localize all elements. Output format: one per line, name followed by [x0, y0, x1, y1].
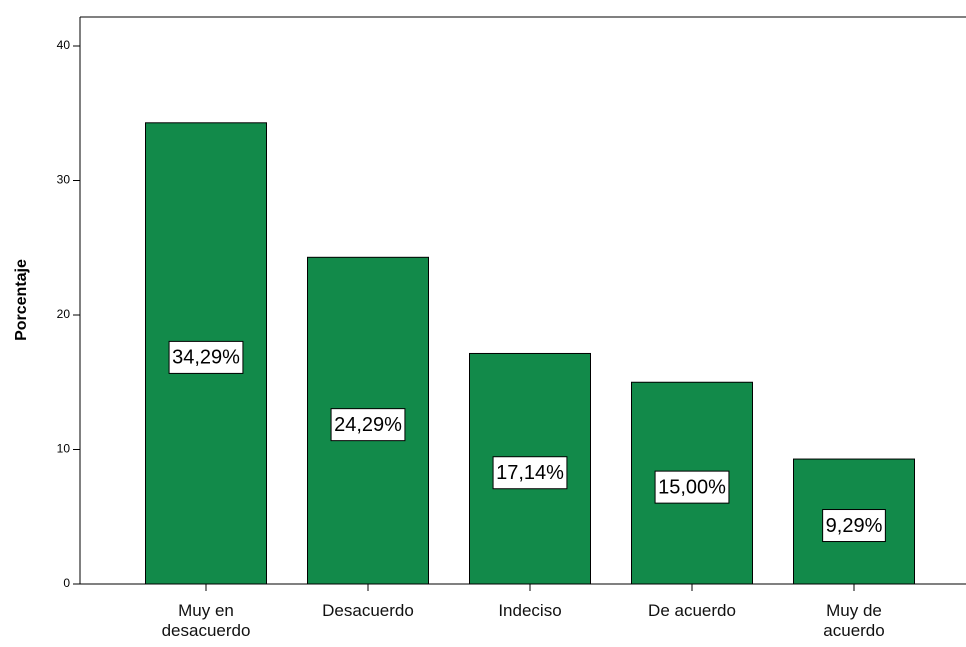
- x-tick-label: Indeciso: [498, 601, 562, 620]
- y-tick-label: 10: [57, 442, 71, 456]
- value-label: 9,29%: [826, 515, 883, 537]
- value-label: 24,29%: [334, 414, 402, 436]
- value-label: 34,29%: [172, 347, 240, 369]
- y-axis-label: Porcentaje: [13, 259, 30, 341]
- value-label-box: [168, 340, 244, 374]
- value-label-box: [654, 470, 730, 504]
- value-label: 17,14%: [496, 462, 564, 484]
- value-label: 15,00%: [658, 476, 726, 498]
- x-tick-label: Desacuerdo: [322, 601, 414, 620]
- x-tick-label: Muy de acuerdo: [823, 601, 885, 640]
- y-tick-label: 40: [57, 38, 71, 52]
- value-label-box: [330, 408, 406, 442]
- y-tick-label: 0: [63, 576, 70, 590]
- x-tick-label: Muy en desacuerdo: [161, 601, 251, 640]
- y-tick-label: 20: [57, 307, 71, 321]
- x-tick-label: De acuerdo: [648, 601, 736, 620]
- value-label-box: [822, 509, 886, 543]
- y-tick-label: 30: [57, 173, 71, 187]
- value-label-box: [492, 456, 568, 490]
